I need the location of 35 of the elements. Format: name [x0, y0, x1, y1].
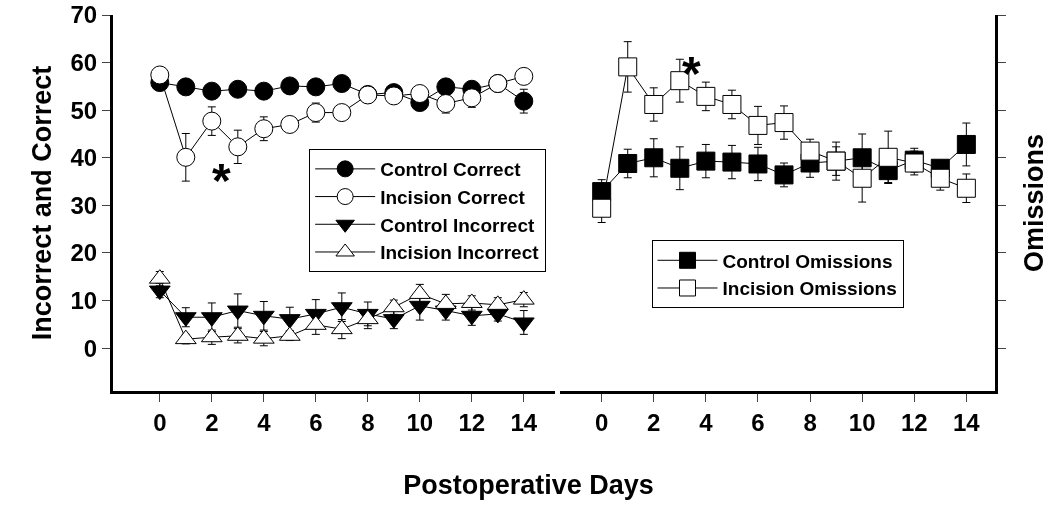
x-tick-label: 10 [406, 408, 434, 436]
x-tick-label: 12 [458, 408, 486, 436]
x-axis-title: Postoperative Days [402, 470, 655, 501]
y-tick-label: 0 [83, 334, 98, 362]
x-tick-label: 2 [647, 408, 661, 436]
x-tick-label: 12 [900, 408, 928, 436]
legend-label: Incision Omissions [722, 278, 897, 300]
legend-label: Control Correct [380, 159, 522, 181]
x-tick-label: 0 [153, 408, 167, 436]
annotation: * [682, 47, 701, 100]
x-tick-label: 8 [803, 408, 817, 436]
x-tick-label: 2 [205, 408, 219, 436]
y-tick-label: 30 [70, 191, 98, 219]
legend-label: Control Omissions [722, 250, 893, 272]
y-tick-label: 10 [70, 286, 98, 314]
x-tick-label: 6 [751, 408, 765, 436]
legend-label: Control Incorrect [380, 214, 535, 236]
x-tick-label: 4 [257, 408, 272, 436]
y-axis-title: Omissions [1019, 133, 1050, 273]
x-tick-label: 10 [848, 408, 876, 436]
y-axis-title: Incorrect and Correct [26, 65, 57, 341]
x-tick-label: 14 [953, 408, 981, 436]
x-tick-label: 8 [361, 408, 375, 436]
legend-label: Incision Correct [380, 186, 526, 208]
y-tick-label: 50 [70, 96, 98, 124]
y-tick-label: 20 [70, 239, 98, 267]
x-tick-label: 4 [699, 408, 714, 436]
y-tick-label: 70 [70, 1, 98, 29]
x-tick-label: 6 [309, 408, 323, 436]
x-tick-label: 0 [595, 408, 609, 436]
legend-label: Incision Incorrect [380, 242, 540, 264]
annotation: * [212, 154, 231, 207]
y-tick-label: 40 [70, 144, 98, 172]
y-tick-label: 60 [70, 48, 98, 76]
x-tick-label: 14 [510, 408, 538, 436]
